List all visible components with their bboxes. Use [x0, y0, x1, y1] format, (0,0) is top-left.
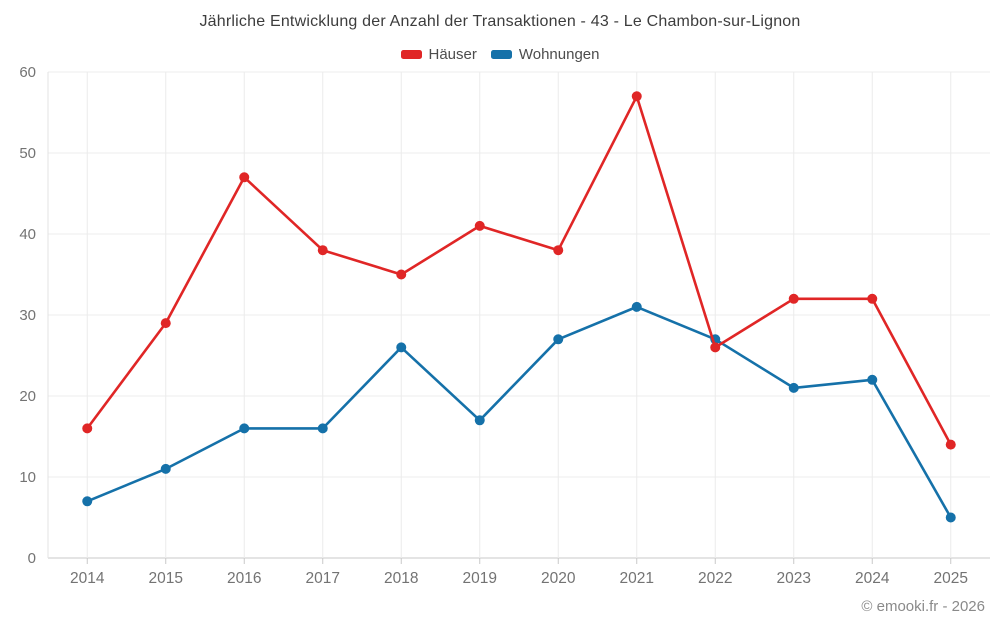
x-axis-tick-label: 2014 — [70, 570, 105, 587]
data-point[interactable] — [631, 301, 642, 312]
chart-title: Jährliche Entwicklung der Anzahl der Tra… — [199, 13, 801, 30]
data-point[interactable] — [553, 334, 564, 345]
legend-label: Häuser — [428, 46, 477, 63]
y-axis-tick-label: 40 — [19, 226, 36, 243]
x-axis-tick-label: 2018 — [384, 570, 418, 587]
haeuser-series-swatch-icon — [400, 50, 422, 59]
x-axis-tick-label: 2023 — [777, 570, 811, 587]
data-point[interactable] — [788, 382, 799, 393]
data-point[interactable] — [867, 293, 878, 304]
data-point[interactable] — [82, 496, 93, 507]
series-line-0[interactable] — [85, 95, 953, 446]
y-axis-tick-label: 0 — [28, 550, 36, 567]
x-axis-tick-label: 2025 — [934, 570, 968, 587]
data-point[interactable] — [710, 342, 721, 353]
x-axis-tick-label: 2017 — [306, 570, 340, 587]
data-point[interactable] — [396, 269, 407, 280]
data-point[interactable] — [160, 463, 171, 474]
data-point[interactable] — [82, 423, 93, 434]
series-line-1[interactable] — [85, 305, 953, 519]
data-point[interactable] — [867, 374, 878, 385]
data-point[interactable] — [788, 293, 799, 304]
data-point[interactable] — [631, 91, 642, 102]
x-axis-tick-label: 2021 — [620, 570, 654, 587]
y-axis-tick-label: 10 — [19, 469, 36, 486]
copyright-note: © emooki.fr - 2026 — [861, 598, 985, 615]
data-point[interactable] — [474, 415, 485, 426]
x-axis-tick-label: 2020 — [541, 570, 576, 587]
data-point[interactable] — [396, 342, 407, 353]
y-axis-tick-label: 50 — [19, 145, 36, 162]
x-axis-tick-label: 2022 — [698, 570, 732, 587]
data-point[interactable] — [945, 439, 956, 450]
y-axis-tick-label: 30 — [19, 307, 36, 324]
x-axis-tick-label: 2024 — [855, 570, 890, 587]
x-axis-tick-label: 2019 — [463, 570, 497, 587]
data-point[interactable] — [945, 512, 956, 523]
x-axis-tick-label: 2015 — [149, 570, 183, 587]
x-axis-tick-label: 2016 — [227, 570, 261, 587]
data-point[interactable] — [474, 220, 485, 231]
data-point[interactable] — [239, 172, 250, 183]
legend-item-haeuser[interactable]: Häuser — [400, 46, 477, 63]
wohnungen-series-swatch-icon — [490, 50, 512, 59]
data-point[interactable] — [317, 423, 328, 434]
data-point[interactable] — [239, 423, 250, 434]
legend: Häuser Wohnungen — [0, 46, 1000, 63]
legend-label: Wohnungen — [518, 46, 600, 63]
legend-item-wohnungen[interactable]: Wohnungen — [490, 46, 600, 63]
y-axis-tick-label: 60 — [19, 64, 36, 81]
data-point[interactable] — [553, 245, 564, 256]
data-point[interactable] — [160, 318, 171, 329]
data-point[interactable] — [317, 245, 328, 256]
y-axis-tick-label: 20 — [19, 388, 36, 405]
